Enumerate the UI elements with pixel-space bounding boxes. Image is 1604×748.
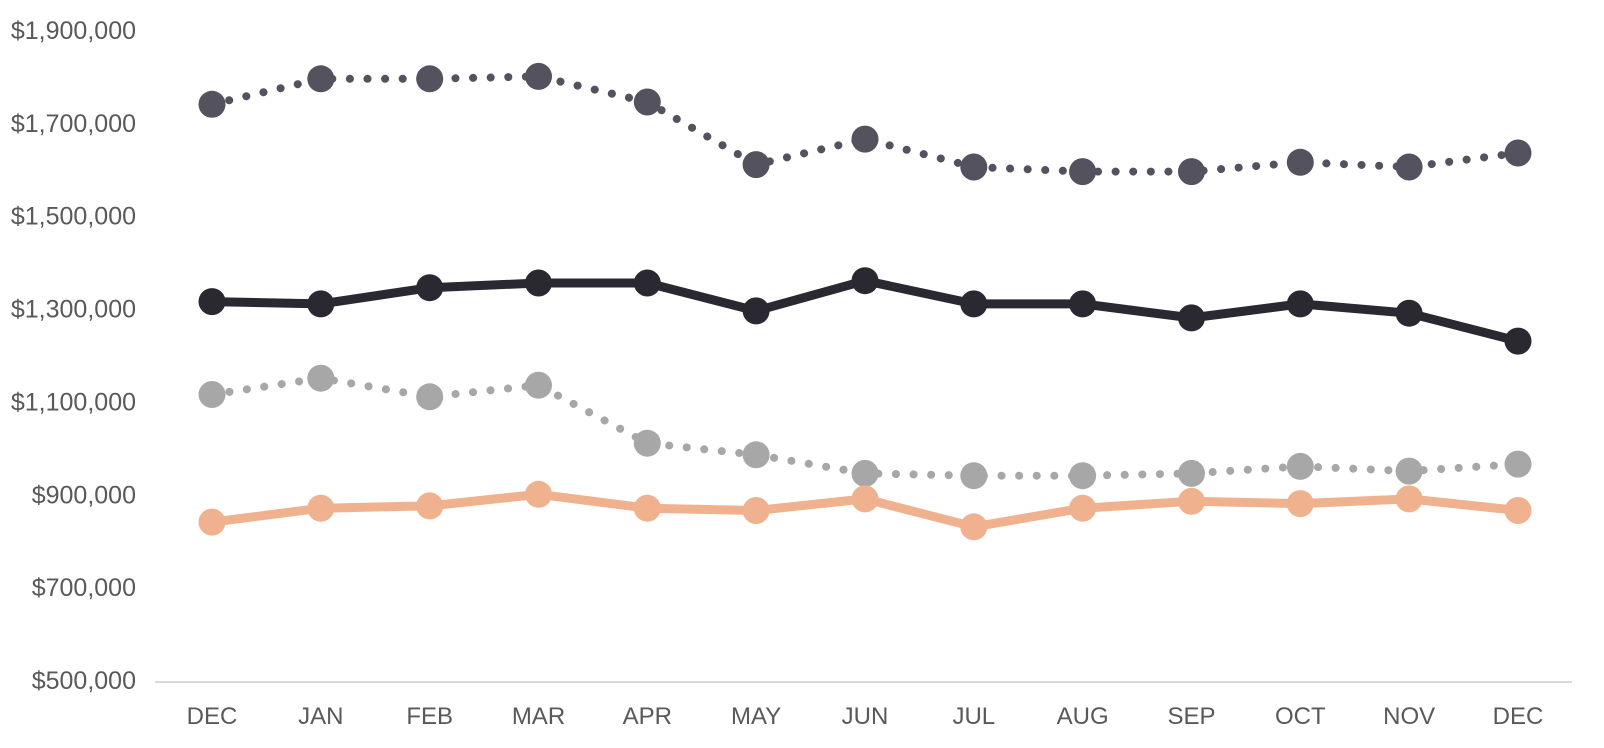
- series-3-marker: [198, 381, 226, 408]
- series-3-marker: [307, 364, 335, 392]
- x-axis-tick-label: MAR: [512, 703, 565, 730]
- series-3-marker: [742, 441, 770, 469]
- series-2-marker: [1069, 290, 1097, 318]
- series-3-marker: [633, 429, 661, 457]
- series-4-marker: [1069, 494, 1097, 522]
- series-2-marker: [851, 267, 879, 295]
- series-1-marker: [1395, 153, 1423, 181]
- series-1-marker: [307, 65, 335, 93]
- series-2-marker: [960, 290, 988, 318]
- series-4-marker: [960, 513, 988, 541]
- x-axis-tick-label: DEC: [1493, 703, 1544, 730]
- series-2-marker: [416, 274, 444, 302]
- series-4-marker: [1504, 497, 1532, 524]
- y-axis-tick-label: $1,500,000: [11, 203, 136, 231]
- series-3-marker: [1395, 457, 1423, 485]
- series-3-marker: [851, 459, 879, 487]
- y-axis-tick-label: $1,300,000: [11, 296, 136, 324]
- series-4-marker: [1178, 487, 1205, 515]
- series-4-marker: [633, 494, 661, 522]
- y-axis-tick-label: $700,000: [32, 574, 136, 602]
- series-2-marker: [307, 290, 335, 318]
- series-1-marker: [1178, 158, 1205, 186]
- series-1-marker: [960, 153, 988, 181]
- series-4-marker: [416, 492, 444, 520]
- series-4-marker: [851, 485, 879, 513]
- x-axis-tick-label: SEP: [1167, 703, 1215, 730]
- y-axis-tick-label: $500,000: [32, 667, 136, 695]
- y-axis-tick-label: $1,700,000: [11, 110, 136, 138]
- x-axis-tick-label: NOV: [1383, 703, 1435, 730]
- x-axis-tick-label: OCT: [1275, 703, 1326, 730]
- series-4-marker: [307, 494, 335, 522]
- series-2-marker: [742, 297, 770, 325]
- series-4-marker: [525, 480, 552, 508]
- series-4-marker: [198, 508, 226, 536]
- series-3-marker: [1178, 459, 1205, 487]
- x-axis-tick-label: JUL: [952, 703, 995, 730]
- series-1-marker: [1286, 148, 1314, 176]
- series-1-marker: [1504, 139, 1532, 167]
- x-axis-tick-label: JUN: [842, 703, 889, 730]
- series-1-marker: [416, 65, 444, 93]
- series-3-marker: [960, 462, 988, 490]
- series-4-marker: [1395, 485, 1423, 513]
- series-1-marker: [851, 125, 879, 153]
- series-3-marker: [1504, 450, 1532, 478]
- series-3-marker: [416, 383, 444, 411]
- y-axis-tick-label: $1,100,000: [11, 388, 136, 416]
- y-axis-tick-label: $900,000: [32, 481, 136, 509]
- series-2-marker: [1504, 327, 1532, 355]
- series-2-marker: [198, 288, 226, 316]
- series-2-marker: [525, 269, 552, 297]
- series-4-marker: [742, 497, 770, 524]
- x-axis-tick-label: FEB: [406, 703, 453, 730]
- x-axis-tick-label: APR: [623, 703, 672, 730]
- series-2-marker: [633, 269, 661, 297]
- series-3-marker: [1286, 452, 1314, 480]
- x-axis-tick-label: MAY: [731, 703, 781, 730]
- y-axis-tick-label: $1,900,000: [11, 17, 136, 45]
- series-1-marker: [525, 62, 552, 90]
- series-4-marker: [1286, 490, 1314, 518]
- x-axis-tick-label: DEC: [187, 703, 238, 730]
- x-axis-tick-label: JAN: [298, 703, 343, 730]
- series-2-marker: [1395, 299, 1423, 327]
- series-1-marker: [1069, 158, 1097, 186]
- series-1-marker: [198, 90, 226, 118]
- series-2-marker: [1178, 304, 1205, 332]
- series-3-marker: [1069, 462, 1097, 490]
- series-1-line: [208, 72, 1522, 176]
- x-axis-tick-label: AUG: [1057, 703, 1109, 730]
- series-2-marker: [1286, 290, 1314, 318]
- series-1-marker: [633, 88, 661, 116]
- series-3-marker: [525, 371, 552, 399]
- series-1-marker: [742, 151, 770, 179]
